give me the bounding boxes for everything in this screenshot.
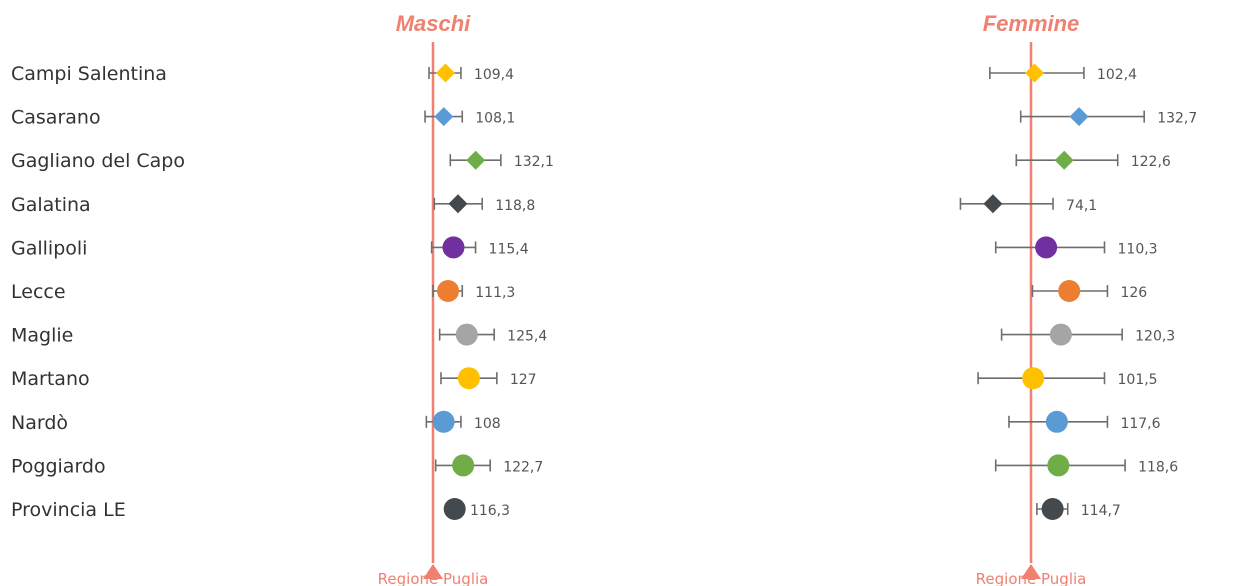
category-label-casarano: Casarano bbox=[11, 107, 101, 129]
value-label: 125,4 bbox=[507, 329, 547, 345]
point-marker-circle bbox=[1022, 367, 1045, 390]
point-marker-diamond bbox=[1025, 63, 1045, 83]
value-label: 118,8 bbox=[495, 198, 535, 214]
value-label: 108,1 bbox=[475, 111, 515, 127]
point-marker-circle bbox=[1045, 410, 1068, 433]
data-row-poggiardo: 122,7 bbox=[434, 454, 543, 477]
data-row-provincia-le: 116,3 bbox=[443, 498, 510, 520]
category-label-provincia-le: Provincia LE bbox=[11, 499, 126, 521]
panel-title: Femmine bbox=[983, 11, 1080, 36]
data-row-provincia-le: 114,7 bbox=[1036, 498, 1121, 520]
point-marker-circle bbox=[1041, 498, 1064, 520]
panel-femmine: Femmine Regione Puglia 102,4 132,7 122,6 74,1… bbox=[959, 11, 1197, 586]
point-marker-circle bbox=[443, 498, 466, 520]
point-marker-circle bbox=[455, 323, 478, 346]
category-label-poggiardo: Poggiardo bbox=[11, 455, 106, 477]
data-row-gagliano-del-capo: 132,1 bbox=[449, 150, 554, 170]
data-row-lecce: 126 bbox=[1031, 280, 1147, 302]
value-label: 122,6 bbox=[1131, 154, 1171, 170]
category-label-nardo: Nardò bbox=[11, 412, 68, 434]
value-label: 102,4 bbox=[1097, 67, 1137, 83]
data-row-nardo: 117,6 bbox=[1008, 410, 1161, 433]
data-row-gallipoli: 110,3 bbox=[994, 236, 1158, 259]
data-row-casarano: 132,7 bbox=[1019, 107, 1197, 127]
category-labels: Campi Salentina Casarano Gagliano del Capo… bbox=[11, 63, 185, 521]
category-label-lecce: Lecce bbox=[11, 281, 66, 303]
category-label-galatina: Galatina bbox=[11, 194, 91, 216]
data-row-poggiardo: 118,6 bbox=[994, 454, 1178, 477]
value-label: 111,3 bbox=[475, 285, 515, 301]
data-row-galatina: 74,1 bbox=[959, 194, 1097, 214]
point-marker-diamond bbox=[1069, 107, 1089, 127]
data-row-gallipoli: 115,4 bbox=[430, 236, 529, 259]
value-label: 109,4 bbox=[474, 67, 514, 83]
data-row-martano: 127 bbox=[440, 367, 537, 390]
panel-maschi: Maschi Regione Puglia 109,4 108,1 132,1 118,8… bbox=[378, 11, 554, 586]
data-row-galatina: 118,8 bbox=[433, 194, 535, 214]
value-label: 110,3 bbox=[1118, 241, 1158, 257]
data-row-maglie: 120,3 bbox=[1000, 323, 1175, 346]
point-marker-diamond bbox=[1054, 150, 1074, 170]
reference-marker bbox=[1021, 564, 1041, 579]
value-label: 114,7 bbox=[1081, 503, 1121, 519]
point-marker-diamond bbox=[436, 63, 456, 83]
point-marker-circle bbox=[437, 280, 460, 302]
point-marker-circle bbox=[457, 367, 480, 390]
value-label: 74,1 bbox=[1066, 198, 1097, 214]
point-marker-circle bbox=[432, 410, 455, 433]
value-label: 101,5 bbox=[1118, 372, 1158, 388]
value-label: 127 bbox=[510, 372, 537, 388]
point-marker-diamond bbox=[434, 107, 454, 127]
panel-title: Maschi bbox=[396, 11, 471, 36]
point-marker-circle bbox=[1047, 454, 1070, 477]
data-row-martano: 101,5 bbox=[977, 367, 1158, 390]
value-label: 126 bbox=[1120, 285, 1147, 301]
data-row-maglie: 125,4 bbox=[438, 323, 547, 346]
point-marker-circle bbox=[442, 236, 465, 259]
point-marker-circle bbox=[1058, 280, 1081, 302]
reference-marker bbox=[423, 564, 443, 579]
value-label: 122,7 bbox=[503, 459, 543, 475]
data-row-gagliano-del-capo: 122,6 bbox=[1015, 150, 1171, 170]
reference-label: Regione Puglia bbox=[378, 570, 489, 586]
data-row-lecce: 111,3 bbox=[432, 280, 515, 302]
category-label-maglie: Maglie bbox=[11, 325, 73, 347]
point-marker-circle bbox=[1049, 323, 1072, 346]
category-label-gagliano-del-capo: Gagliano del Capo bbox=[11, 150, 185, 172]
value-label: 132,7 bbox=[1157, 111, 1197, 127]
point-marker-diamond bbox=[466, 150, 486, 170]
data-row-campi-salentina: 102,4 bbox=[989, 63, 1137, 83]
data-row-casarano: 108,1 bbox=[424, 107, 515, 127]
value-label: 118,6 bbox=[1138, 459, 1178, 475]
data-row-nardo: 108 bbox=[425, 410, 501, 433]
category-label-campi-salentina: Campi Salentina bbox=[11, 63, 167, 85]
point-marker-diamond bbox=[983, 194, 1003, 214]
category-label-martano: Martano bbox=[11, 368, 90, 390]
value-label: 120,3 bbox=[1135, 329, 1175, 345]
value-label: 116,3 bbox=[470, 503, 510, 519]
value-label: 117,6 bbox=[1120, 416, 1160, 432]
reference-label: Regione Puglia bbox=[976, 570, 1087, 586]
category-label-gallipoli: Gallipoli bbox=[11, 237, 87, 259]
point-marker-circle bbox=[452, 454, 475, 477]
value-label: 115,4 bbox=[489, 241, 529, 257]
value-label: 132,1 bbox=[514, 154, 554, 170]
value-label: 108 bbox=[474, 416, 501, 432]
data-row-campi-salentina: 109,4 bbox=[428, 63, 514, 83]
point-marker-diamond bbox=[448, 194, 468, 214]
point-marker-circle bbox=[1035, 236, 1058, 259]
